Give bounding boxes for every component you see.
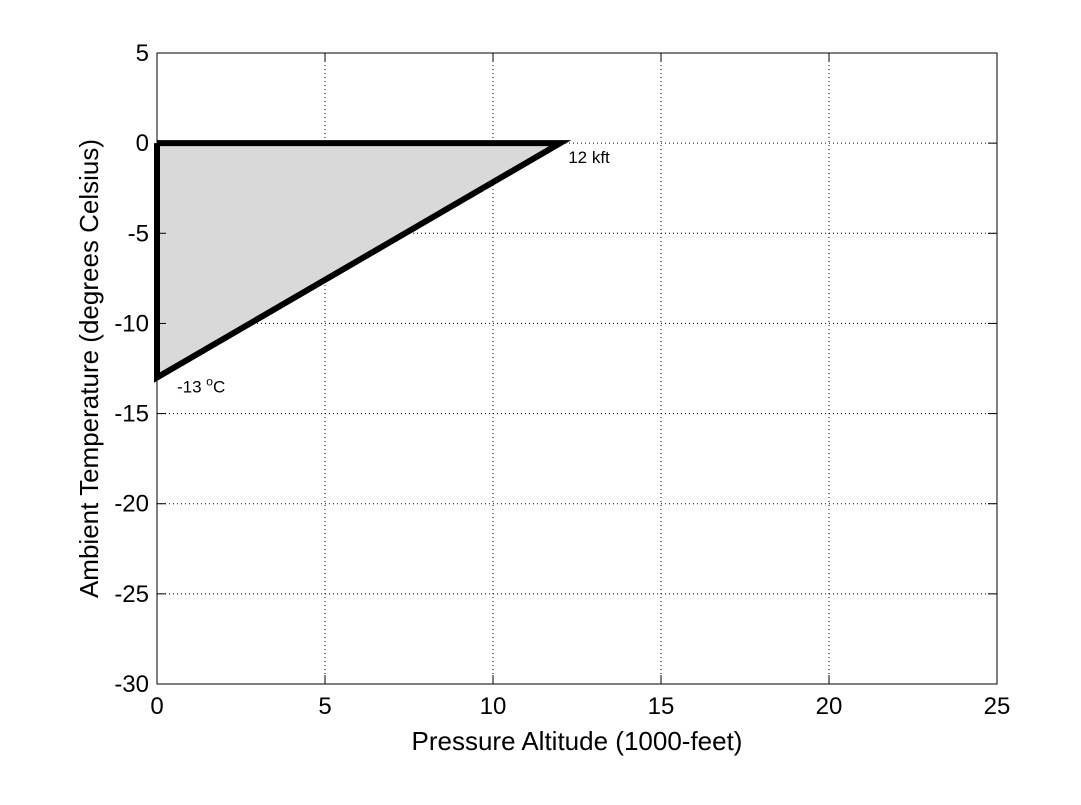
y-tick-label: -20 [114,491,149,518]
x-tick-label: 20 [816,693,843,720]
y-axis-label: Ambient Temperature (degrees Celsius) [74,139,104,598]
y-tick-label: -10 [114,310,149,337]
plot-area-layer [154,140,572,383]
x-tick-label: 10 [480,693,507,720]
tick-marks [156,52,998,685]
y-tick-label: -5 [128,220,149,247]
x-axis-label: Pressure Altitude (1000-feet) [412,726,743,756]
y-tick-label: 5 [136,40,149,67]
y-tick-label: -25 [114,581,149,608]
x-tick-label: 25 [984,693,1011,720]
x-tick-label: 15 [648,693,675,720]
x-tick-labels: 0 5 10 15 20 25 [150,693,1010,720]
y-tick-label: -30 [114,671,149,698]
y-tick-label: 0 [136,130,149,157]
x-tick-label: 0 [150,693,163,720]
annotation-min-temp: -13 oC [177,375,225,397]
plot-frame [156,52,998,685]
annotations: 12 kft -13 oC [177,148,610,396]
x-tick-label: 5 [318,693,331,720]
y-tick-label: -15 [114,401,149,428]
y-tick-labels: 5 0 -5 -10 -15 -20 -25 -30 [114,40,149,698]
annotation-max-altitude: 12 kft [568,148,610,167]
